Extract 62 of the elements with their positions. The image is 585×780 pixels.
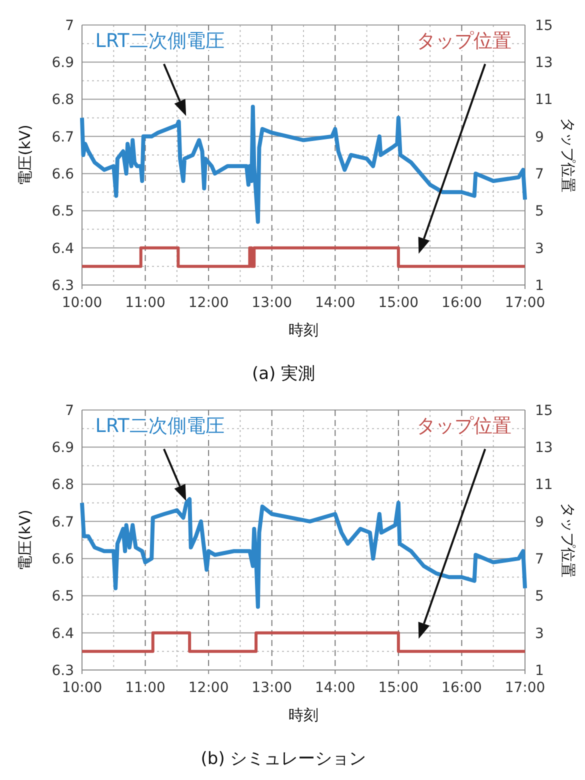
y-tick-label: 7	[65, 402, 74, 419]
x-tick-label: 15:00	[378, 680, 419, 696]
x-tick-label: 14:00	[314, 295, 356, 311]
text: タップ位置	[416, 30, 512, 52]
line-series	[80, 104, 527, 224]
y2-axis-title: タップ位置	[559, 118, 577, 192]
y2-tick-label: 15	[535, 18, 553, 34]
text: LRT二次側電圧	[95, 415, 224, 437]
y2-tick-label: 3	[535, 626, 544, 642]
y-tick-label: 6.9	[52, 55, 74, 72]
x-tick-label: 16:00	[442, 295, 482, 311]
text: (a) 実測	[252, 364, 316, 384]
x-tick-label: 12:00	[188, 680, 229, 696]
y2-tick-label: 11	[535, 92, 553, 108]
y2-tick-label: 1	[535, 662, 544, 679]
y-tick-label: 6.5	[52, 588, 74, 605]
y-tick-label: 6.8	[52, 92, 74, 108]
text: (b) シミュレーション	[200, 749, 366, 769]
line-series	[80, 497, 527, 609]
y-tick-label: 6.7	[52, 129, 74, 146]
x-tick-label: 11:00	[125, 295, 166, 311]
x-tick-label: 17:00	[504, 295, 546, 311]
y2-tick-label: 5	[535, 204, 544, 220]
y2-tick-label: 11	[535, 477, 553, 494]
y-tick-label: 6.9	[52, 440, 74, 456]
y-tick-label: 6.7	[52, 514, 74, 530]
y2-tick-label: 7	[535, 551, 544, 568]
x-tick-label: 10:00	[62, 680, 102, 696]
y2-tick-label: 15	[535, 402, 553, 419]
y2-tick-label: 13	[535, 440, 553, 456]
y-tick-label: 6.8	[52, 477, 74, 494]
y2-tick-label: 13	[535, 55, 553, 72]
y2-tick-label: 7	[535, 166, 544, 182]
y2-tick-label: 9	[535, 514, 544, 530]
y-axis-title: 電圧(kV)	[16, 510, 34, 570]
x-tick-label: 15:00	[378, 295, 419, 311]
x-tick-label: 13:00	[252, 295, 292, 311]
y2-tick-label: 3	[535, 240, 544, 257]
x-tick-label: 17:00	[504, 680, 546, 696]
text: LRT二次側電圧	[95, 30, 224, 52]
y-tick-label: 7	[65, 18, 74, 34]
y-tick-label: 6.4	[52, 240, 74, 257]
text: タップ位置	[416, 415, 512, 437]
x-tick-label: 10:00	[62, 295, 102, 311]
x-axis-title: 時刻	[288, 706, 318, 724]
y2-tick-label: 1	[535, 278, 544, 294]
y-tick-label: 6.6	[52, 166, 74, 182]
y-tick-label: 6.3	[52, 662, 74, 679]
x-axis-title: 時刻	[288, 321, 318, 339]
x-tick-label: 16:00	[442, 680, 482, 696]
y-tick-label: 6.6	[52, 551, 74, 568]
y2-axis-title: タップ位置	[559, 502, 577, 578]
y2-tick-label: 9	[535, 129, 544, 146]
y-tick-label: 6.5	[52, 204, 74, 220]
x-tick-label: 14:00	[314, 680, 356, 696]
x-tick-label: 11:00	[125, 680, 166, 696]
y-axis-title: 電圧(kV)	[16, 124, 34, 186]
x-tick-label: 13:00	[252, 680, 292, 696]
x-tick-label: 12:00	[188, 295, 229, 311]
y-tick-label: 6.4	[52, 626, 74, 642]
y2-tick-label: 5	[535, 588, 544, 605]
y-tick-label: 6.3	[52, 278, 74, 294]
